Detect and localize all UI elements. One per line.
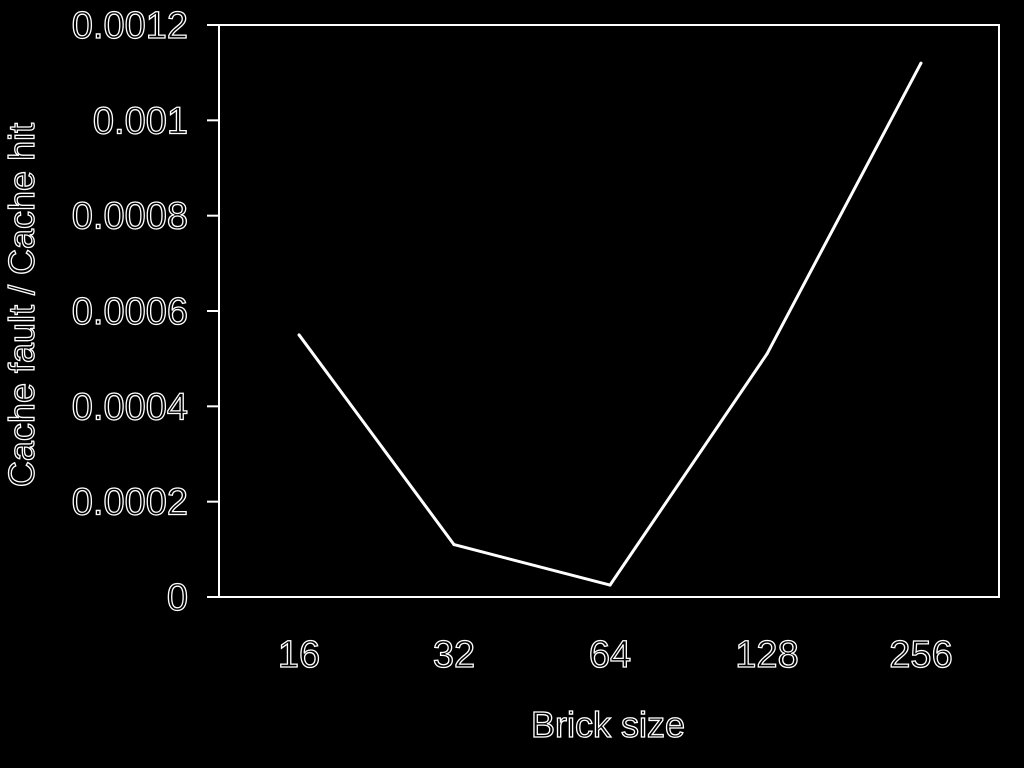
y-tick-label: 0.0006 [72, 291, 188, 333]
y-tick-label: 0.0012 [72, 5, 188, 47]
data-point [297, 333, 301, 337]
y-tick-label: 0.0008 [72, 196, 188, 238]
series-layer [297, 61, 923, 587]
y-tick-label: 0.001 [93, 100, 188, 142]
data-point [919, 61, 923, 65]
y-tick-label: 0 [167, 577, 188, 619]
y-axis-tick-labels: 0 0.0002 0.0004 0.0006 0.0008 0.001 0.0012 [71, 4, 189, 619]
data-point [608, 583, 612, 587]
x-tick-label: 16 [278, 634, 320, 676]
x-axis-tick-labels: 16 32 64 128 256 [277, 633, 953, 676]
x-tick-label: 64 [589, 634, 631, 676]
y-tick-label: 0.0004 [72, 386, 188, 428]
y-axis-title: Cache fault / Cache hit [1, 123, 42, 487]
data-point [452, 543, 456, 547]
x-tick-label: 32 [433, 634, 475, 676]
x-tick-label: 256 [889, 634, 952, 676]
x-axis-title: Brick size [531, 704, 685, 745]
y-axis-ticks [207, 24, 219, 598]
plot-frame [218, 24, 1000, 598]
x-tick-label: 128 [735, 634, 798, 676]
data-point [765, 352, 769, 356]
y-tick-label: 0.0002 [72, 482, 188, 524]
series-line [297, 62, 923, 587]
